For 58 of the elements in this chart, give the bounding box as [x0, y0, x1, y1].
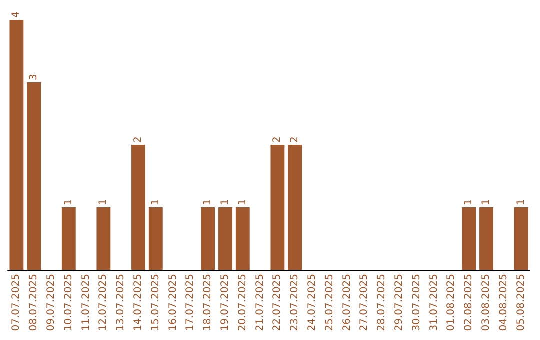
- bar: [288, 145, 302, 270]
- data-label: 4: [11, 12, 22, 18]
- x-tick-label: 18.07.2025: [202, 274, 214, 332]
- x-tick-label: 02.08.2025: [464, 274, 475, 332]
- x-tick-label: 23.07.2025: [290, 274, 301, 332]
- bar: [132, 145, 146, 270]
- bar: [480, 208, 494, 270]
- data-label: 1: [516, 199, 527, 206]
- bar: [96, 208, 111, 270]
- x-tick-label: 16.07.2025: [168, 274, 179, 332]
- bar: [270, 145, 285, 270]
- x-tick-label: 10.07.2025: [63, 274, 74, 332]
- data-label: 1: [202, 199, 214, 206]
- data-label: 3: [28, 74, 40, 80]
- x-tick-label: 30.07.2025: [411, 274, 422, 332]
- data-label: 1: [98, 199, 110, 206]
- x-tick-label: 11.07.2025: [80, 274, 92, 332]
- x-tick-label: 22.07.2025: [272, 274, 284, 332]
- x-tick-label: 04.08.2025: [498, 274, 510, 332]
- data-label: 1: [237, 199, 248, 206]
- x-tick-label: 24.07.2025: [307, 274, 318, 332]
- data-label: 1: [481, 199, 492, 206]
- x-tick-label: 19.07.2025: [220, 274, 231, 332]
- bar: [462, 208, 476, 270]
- bar: [218, 208, 232, 270]
- bar: [236, 208, 250, 270]
- x-tick-label: 28.07.2025: [376, 274, 388, 332]
- x-tick-label: 08.07.2025: [28, 274, 40, 332]
- bar: [514, 208, 528, 270]
- x-tick-label: 05.08.2025: [516, 274, 527, 332]
- data-label: 2: [290, 136, 301, 143]
- x-tick-label: 07.07.2025: [11, 274, 22, 332]
- x-tick-label: 27.07.2025: [359, 274, 370, 332]
- x-tick-label: 26.07.2025: [342, 274, 353, 332]
- x-tick-label: 29.07.2025: [394, 274, 405, 332]
- data-label: 1: [150, 199, 162, 206]
- x-tick-label: 01.08.2025: [446, 274, 458, 332]
- x-tick-label: 12.07.2025: [98, 274, 110, 332]
- x-tick-label: 21.07.2025: [254, 274, 266, 332]
- x-tick-label: 15.07.2025: [150, 274, 162, 332]
- x-tick-label: 20.07.2025: [237, 274, 248, 332]
- data-label: 2: [133, 136, 144, 143]
- x-tick-label: 09.07.2025: [46, 274, 57, 332]
- x-tick-label: 31.07.2025: [428, 274, 440, 332]
- bar: [10, 20, 24, 270]
- data-label: 1: [464, 199, 475, 206]
- bar: [27, 82, 42, 270]
- data-label: 1: [220, 199, 231, 206]
- x-tick-label: 14.07.2025: [133, 274, 144, 332]
- bar: [201, 208, 216, 270]
- data-label: 2: [272, 136, 284, 143]
- x-tick-label: 25.07.2025: [324, 274, 336, 332]
- data-label: 1: [63, 199, 74, 206]
- bar: [62, 208, 76, 270]
- x-tick-label: 13.07.2025: [116, 274, 127, 332]
- bar: [148, 208, 163, 270]
- x-tick-label: 17.07.2025: [185, 274, 196, 332]
- x-tick-label: 03.08.2025: [481, 274, 492, 332]
